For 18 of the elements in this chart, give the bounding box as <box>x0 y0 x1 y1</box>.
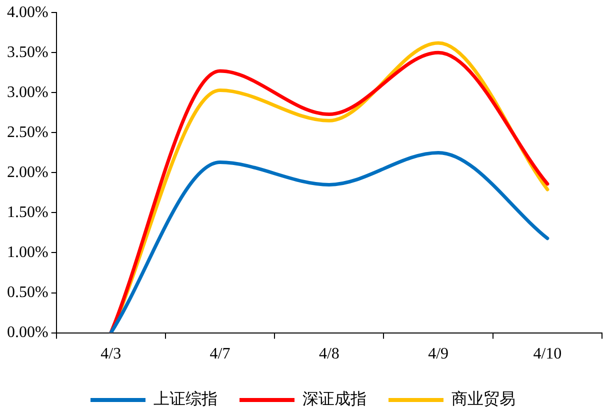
line-series <box>109 150 550 333</box>
legend-label: 上证综指 <box>154 390 218 408</box>
x-tick-label: 4/9 <box>428 346 449 363</box>
x-tick-label: 4/10 <box>533 346 562 363</box>
y-tick-label: 2.50% <box>7 124 48 141</box>
y-tick-label: 2.00% <box>7 164 48 181</box>
y-tick-label: 3.00% <box>7 84 48 101</box>
x-tick-label: 4/8 <box>318 346 340 363</box>
x-tick-label: 4/7 <box>210 346 230 363</box>
legend-label: 深证成指 <box>302 390 366 408</box>
y-tick-label: 3.50% <box>7 44 48 61</box>
legend-label: 商业贸易 <box>452 390 516 408</box>
y-tick-label: 1.50% <box>7 204 48 221</box>
y-tick-label: 1.00% <box>7 244 48 261</box>
y-tick-label: 0.00% <box>7 324 48 342</box>
y-tick-label: 4.00% <box>7 4 48 21</box>
x-tick-label: 4/3 <box>100 346 122 363</box>
y-tick-label: 0.50% <box>7 284 48 301</box>
